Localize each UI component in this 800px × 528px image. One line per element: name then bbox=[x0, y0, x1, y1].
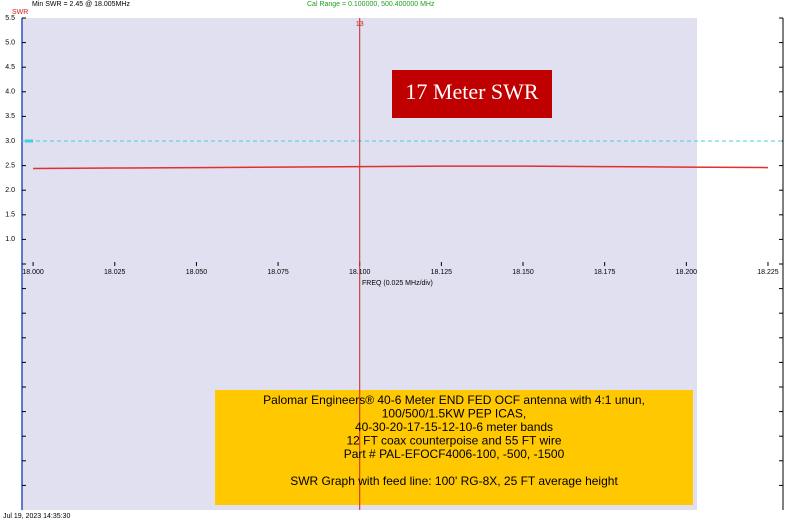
description-line: Palomar Engineers® 40-6 Meter END FED OC… bbox=[263, 393, 645, 407]
title-box bbox=[392, 70, 552, 118]
x-tick-label: 18.025 bbox=[104, 269, 126, 276]
x-tick-label: 18.200 bbox=[676, 269, 698, 276]
y-tick-label: 5.5 bbox=[5, 15, 15, 22]
description-line: SWR Graph with feed line: 100' RG-8X, 25… bbox=[290, 474, 618, 488]
marker-label: 13 bbox=[356, 21, 364, 28]
y-tick-label: 5.0 bbox=[5, 39, 15, 46]
swr-line bbox=[33, 165, 768, 170]
y-tick-label: 2.5 bbox=[5, 162, 15, 169]
y-tick-label: 3.5 bbox=[5, 113, 15, 120]
x-tick-label: 18.125 bbox=[431, 269, 453, 276]
header-center: Cal Range = 0.100000, 500.400000 MHz bbox=[307, 1, 435, 8]
description-line: 12 FT coax counterpoise and 55 FT wire bbox=[346, 434, 561, 448]
y-tick-label: 3.0 bbox=[5, 138, 15, 145]
x-tick-label: 18.150 bbox=[512, 269, 534, 276]
timestamp: Jul 19, 2023 14:35:30 bbox=[3, 513, 70, 520]
x-tick-label: 18.000 bbox=[22, 269, 44, 276]
annotation-title: 17 Meter SWR bbox=[405, 79, 539, 104]
x-tick-label: 18.225 bbox=[757, 269, 779, 276]
description-box bbox=[215, 390, 693, 505]
description-line: 100/500/1.5KW PEP ICAS, bbox=[382, 407, 527, 421]
y-tick-label: 2.0 bbox=[5, 187, 15, 194]
x-tick-label: 18.050 bbox=[186, 269, 208, 276]
y-tick-label: 4.0 bbox=[5, 89, 15, 96]
y-tick-label: 1.0 bbox=[5, 236, 15, 243]
x-tick-label: 18.175 bbox=[594, 269, 616, 276]
threshold-marker bbox=[25, 139, 33, 143]
header-left: Min SWR = 2.45 @ 18.005MHz bbox=[32, 1, 130, 8]
x-axis-label: FREQ (0.025 MHz/div) bbox=[362, 280, 433, 287]
y-axis-label: SWR bbox=[12, 9, 28, 16]
y-tick-label: 4.5 bbox=[5, 64, 15, 71]
x-tick-label: 18.075 bbox=[267, 269, 289, 276]
description-line: 40-30-20-17-15-12-10-6 meter bands bbox=[355, 420, 553, 434]
description-line: Part # PAL-EFOCF4006-100, -500, -1500 bbox=[344, 447, 565, 461]
y-tick-label: 1.5 bbox=[5, 212, 15, 219]
plot-unshaded bbox=[697, 18, 783, 510]
